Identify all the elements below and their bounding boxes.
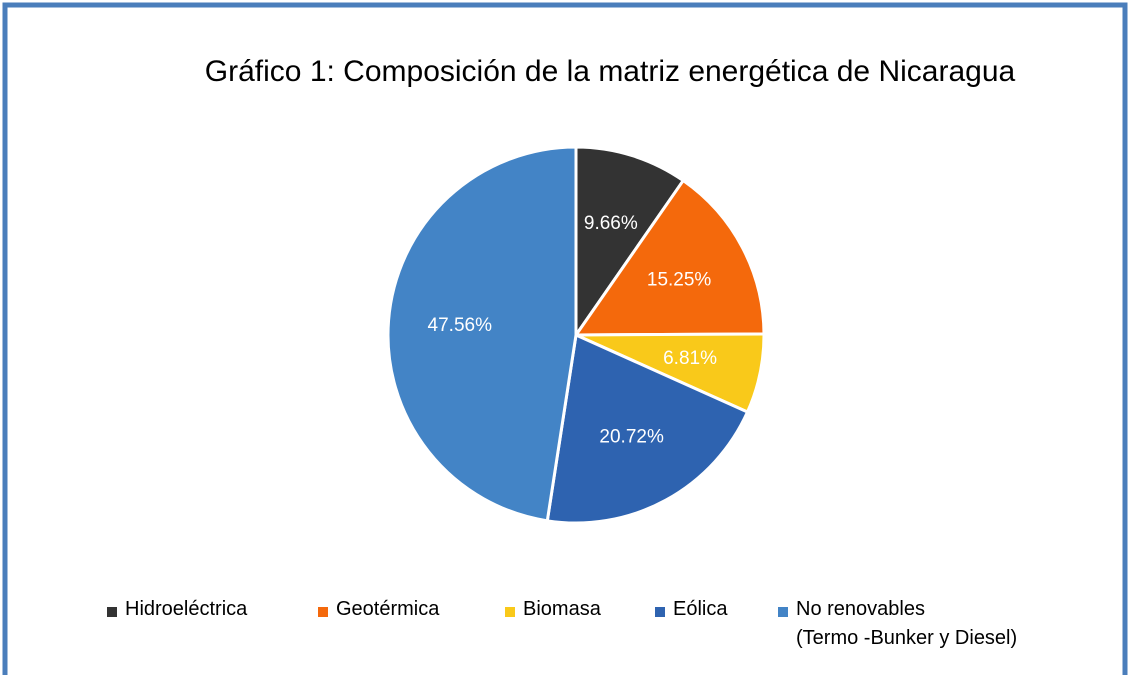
data-label: 9.66% bbox=[584, 213, 638, 234]
legend-swatch bbox=[318, 607, 328, 617]
pie-slice bbox=[574, 145, 685, 337]
legend-label: Eólica bbox=[673, 598, 728, 620]
legend-label: No renovables (Termo -Bunker y Diesel) bbox=[796, 598, 1018, 649]
pie-slice bbox=[545, 333, 749, 525]
data-label: 6.81% bbox=[663, 348, 717, 369]
legend-swatch bbox=[505, 607, 515, 617]
legend-label: Biomasa bbox=[523, 598, 601, 620]
chart-title: Gráfico 1: Composición de la matriz ener… bbox=[205, 55, 1016, 88]
data-label: 47.56% bbox=[428, 315, 493, 336]
legend-swatch bbox=[655, 607, 665, 617]
pie-slice bbox=[386, 145, 578, 523]
legend-label: Hidroeléctrica bbox=[125, 598, 248, 620]
data-label: 15.25% bbox=[647, 270, 712, 291]
legend-swatch bbox=[107, 607, 117, 617]
data-label: 20.72% bbox=[599, 426, 664, 447]
legend-label: Geotérmica bbox=[336, 598, 440, 620]
legend-swatch bbox=[778, 607, 788, 617]
pie-slice bbox=[574, 179, 766, 337]
